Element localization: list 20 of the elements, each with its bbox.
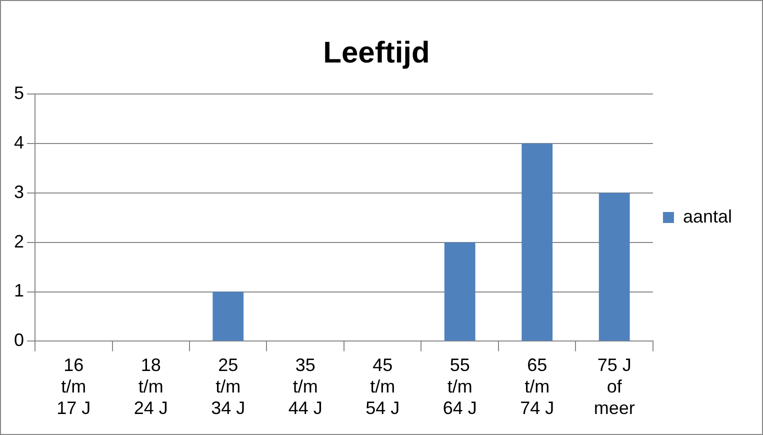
- bar: [444, 242, 476, 341]
- x-tick-label: 55 t/m 64 J: [442, 354, 477, 418]
- y-tick-label: 3: [14, 182, 24, 202]
- y-tick-label: 1: [14, 280, 24, 301]
- x-tick-label: 35 t/m 44 J: [288, 354, 322, 418]
- y-tick-label: 0: [14, 330, 24, 350]
- bar: [212, 292, 244, 341]
- x-tick-label: 65 t/m 74 J: [520, 354, 554, 418]
- bar: [598, 192, 630, 341]
- y-tick-label: 5: [14, 82, 24, 103]
- x-tick-label: 45 t/m 54 J: [366, 354, 400, 418]
- legend-label: aantal: [682, 206, 732, 226]
- x-tick-label: 75 J of meer: [594, 354, 635, 418]
- bar: [522, 143, 553, 341]
- chart-title: Leeftijd: [323, 36, 430, 70]
- x-tick-label: 16 t/m 17 J: [56, 354, 91, 418]
- x-tick-label: 25 t/m 34 J: [211, 354, 246, 418]
- y-tick-label: 2: [14, 231, 24, 252]
- y-tick-label: 4: [14, 132, 24, 152]
- x-tick-label: 18 t/m 24 J: [134, 354, 168, 418]
